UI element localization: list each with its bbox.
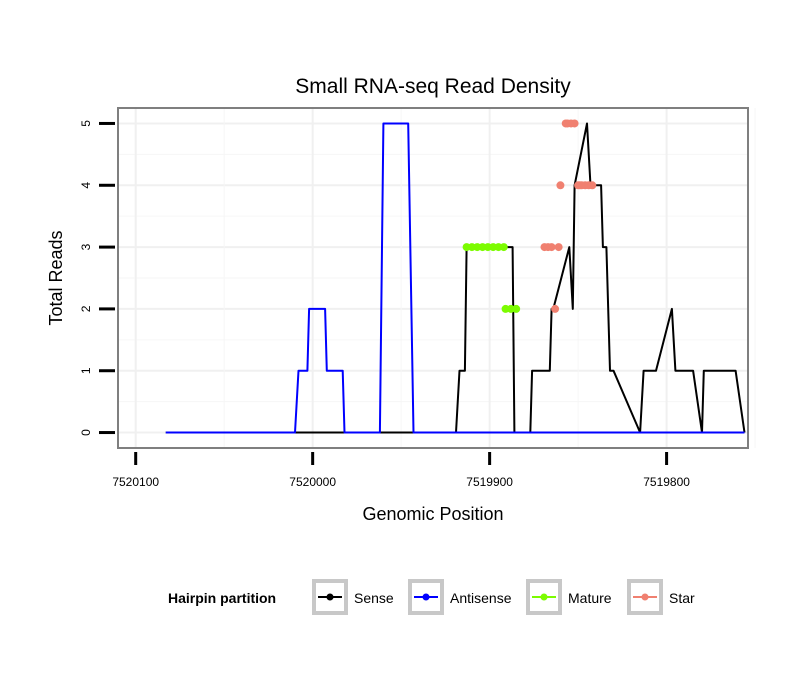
legend: Hairpin partition Sense Antisense Mature St… bbox=[168, 579, 695, 615]
y-tick-label: 5 bbox=[79, 120, 93, 127]
legend-key-point bbox=[422, 593, 430, 601]
x-axis-title: Genomic Position bbox=[362, 504, 503, 524]
legend-label-mature: Mature bbox=[568, 590, 612, 606]
data-point-mature bbox=[512, 304, 521, 313]
x-axis: 7520100 7520000 7519900 7519800 bbox=[112, 452, 690, 489]
legend-key-point bbox=[641, 593, 649, 601]
data-point-star bbox=[570, 119, 579, 128]
y-tick-label: 4 bbox=[79, 182, 93, 189]
grid-lines bbox=[118, 108, 756, 448]
y-axis-title: Total Reads bbox=[46, 230, 66, 325]
data-point-star bbox=[547, 243, 556, 252]
x-tick-label: 7519900 bbox=[466, 475, 513, 489]
legend-item-sense: Sense bbox=[312, 579, 394, 615]
legend-label-star: Star bbox=[669, 590, 695, 606]
y-tick-label: 1 bbox=[79, 367, 93, 374]
data-point-star bbox=[551, 304, 560, 313]
x-tick-label: 7519800 bbox=[643, 475, 690, 489]
series-line-antisense bbox=[165, 122, 745, 434]
legend-item-antisense: Antisense bbox=[408, 579, 512, 615]
legend-label-sense: Sense bbox=[354, 590, 394, 606]
data-point-star bbox=[588, 181, 597, 190]
series-layer bbox=[165, 119, 746, 434]
series-points-mature bbox=[462, 243, 521, 313]
series-points-star bbox=[540, 119, 597, 313]
x-tick-label: 7520000 bbox=[289, 475, 336, 489]
chart-title: Small RNA-seq Read Density bbox=[295, 75, 571, 98]
y-tick-label: 0 bbox=[79, 429, 93, 436]
legend-label-antisense: Antisense bbox=[450, 590, 512, 606]
y-tick-label: 3 bbox=[79, 243, 93, 250]
legend-key-point bbox=[326, 593, 334, 601]
legend-title: Hairpin partition bbox=[168, 590, 276, 606]
data-point-star bbox=[556, 181, 565, 190]
data-point-star bbox=[554, 243, 563, 252]
plot-border bbox=[117, 107, 749, 449]
legend-item-star: Star bbox=[627, 579, 695, 615]
y-axis: 0 1 2 3 4 5 bbox=[79, 120, 115, 436]
legend-item-mature: Mature bbox=[526, 579, 612, 615]
legend-key-point bbox=[540, 593, 548, 601]
data-point-mature bbox=[499, 243, 508, 252]
x-tick-label: 7520100 bbox=[112, 475, 159, 489]
y-tick-label: 2 bbox=[79, 305, 93, 312]
